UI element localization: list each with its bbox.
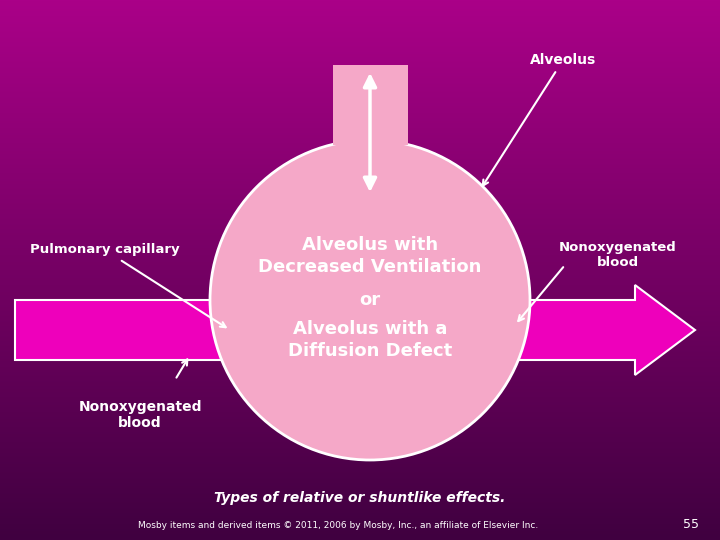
Text: or: or bbox=[359, 291, 381, 309]
Text: Types of relative or shuntlike effects.: Types of relative or shuntlike effects. bbox=[215, 491, 505, 505]
Text: Alveolus with a: Alveolus with a bbox=[293, 320, 447, 338]
Bar bbox=[333, 65, 408, 145]
Text: Nonoxygenated
blood: Nonoxygenated blood bbox=[78, 400, 202, 430]
Text: 55: 55 bbox=[683, 518, 699, 531]
Text: Nonoxygenated
blood: Nonoxygenated blood bbox=[559, 241, 677, 269]
Text: Pulmonary capillary: Pulmonary capillary bbox=[30, 244, 225, 327]
Text: Alveolus with: Alveolus with bbox=[302, 236, 438, 254]
Text: Mosby items and derived items © 2011, 2006 by Mosby, Inc., an affiliate of Elsev: Mosby items and derived items © 2011, 20… bbox=[138, 521, 539, 530]
Text: Decreased Ventilation: Decreased Ventilation bbox=[258, 258, 482, 276]
Text: Diffusion Defect: Diffusion Defect bbox=[288, 342, 452, 360]
Polygon shape bbox=[15, 285, 695, 375]
Circle shape bbox=[210, 140, 530, 460]
Text: Alveolus: Alveolus bbox=[482, 53, 596, 186]
